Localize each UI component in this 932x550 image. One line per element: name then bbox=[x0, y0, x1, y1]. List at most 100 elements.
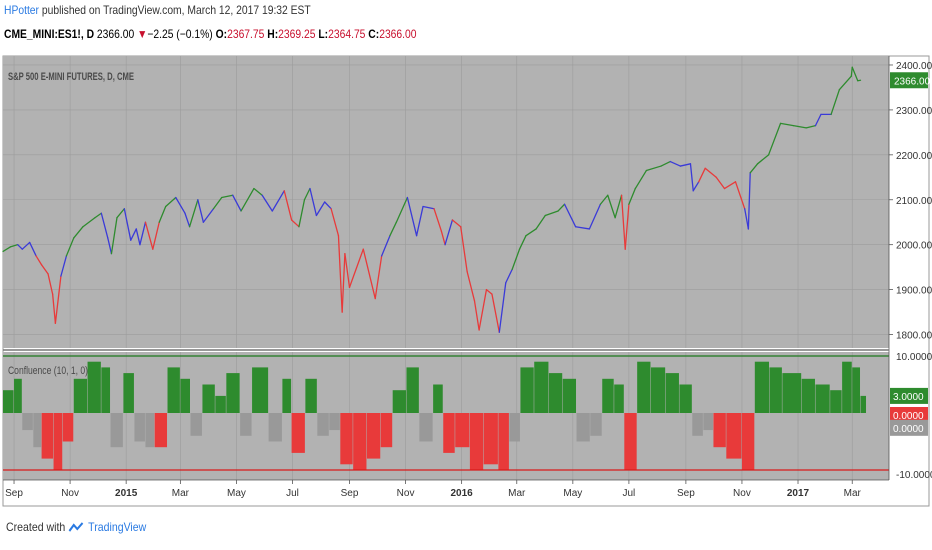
price-segment bbox=[165, 196, 177, 208]
price-segment bbox=[814, 113, 822, 127]
confluence-bar bbox=[713, 413, 726, 448]
price-segment bbox=[779, 122, 795, 127]
confluence-bar bbox=[443, 413, 455, 453]
price-segment bbox=[557, 203, 566, 212]
price-segment bbox=[232, 194, 242, 212]
price-segment bbox=[139, 221, 147, 246]
price-segment bbox=[574, 226, 591, 230]
confluence-bar bbox=[366, 413, 381, 459]
indicator-value-marker bbox=[890, 387, 928, 404]
confluence-bar bbox=[860, 395, 867, 413]
price-segment bbox=[51, 293, 57, 324]
price-segment bbox=[669, 160, 682, 167]
confluence-bar bbox=[110, 413, 123, 448]
confluence-bar bbox=[240, 413, 252, 436]
published-text: published on TradingView.com, March 12, … bbox=[38, 3, 311, 17]
confluence-bar bbox=[637, 361, 651, 413]
confluence-bar bbox=[33, 413, 42, 448]
confluence-bar bbox=[692, 413, 703, 436]
indicator-value-label: 3.0000 bbox=[893, 392, 924, 403]
price-segment bbox=[607, 194, 616, 219]
price-segment bbox=[298, 199, 306, 228]
confluence-bar bbox=[180, 378, 190, 413]
price-segment bbox=[466, 270, 476, 302]
price-segment bbox=[253, 187, 263, 196]
publication-line: HPotter published on TradingView.com, Ma… bbox=[4, 3, 311, 17]
created-with-label: Created with bbox=[6, 520, 66, 534]
confluence-bar bbox=[380, 413, 393, 448]
price-gridlines bbox=[3, 56, 889, 348]
confluence-bar bbox=[215, 395, 226, 413]
price-segment bbox=[395, 196, 409, 223]
price-segment bbox=[491, 293, 500, 333]
price-segment bbox=[17, 244, 23, 250]
confluence-bar bbox=[329, 413, 340, 431]
price-segment bbox=[744, 208, 750, 230]
confluence-bar bbox=[782, 373, 802, 413]
confluence-bar bbox=[392, 390, 406, 413]
author-link[interactable]: HPotter bbox=[4, 3, 39, 17]
confluence-bar bbox=[22, 413, 33, 431]
confluence-bar bbox=[469, 413, 484, 470]
price-segment bbox=[689, 163, 694, 192]
price-segment bbox=[563, 203, 577, 228]
confluence-bar bbox=[483, 413, 498, 465]
price-segment bbox=[341, 253, 346, 313]
confluence-bar bbox=[419, 413, 433, 442]
price-axis[interactable]: 2400.00 2300.00 2200.00 2100.00 2000.00 1900.… bbox=[888, 56, 932, 480]
price-segment bbox=[130, 228, 137, 241]
confluence-bar bbox=[406, 367, 419, 413]
price-segment bbox=[679, 163, 692, 167]
tradingview-brand[interactable]: TradingView bbox=[88, 520, 147, 534]
confluence-bar bbox=[726, 413, 742, 459]
confluence-bar bbox=[769, 367, 782, 413]
confluence-bar bbox=[87, 361, 101, 413]
confluence-bar bbox=[145, 413, 155, 448]
price-segment bbox=[309, 187, 318, 217]
price-segment bbox=[94, 212, 102, 219]
confluence-bar bbox=[455, 413, 470, 448]
price-segment bbox=[212, 196, 223, 210]
confluence-bar bbox=[602, 378, 614, 413]
indicator-tick-label: -10.0000 bbox=[896, 470, 932, 481]
price-pane-background bbox=[3, 56, 889, 348]
price-segment bbox=[261, 194, 273, 212]
price-segment bbox=[460, 226, 468, 273]
price-segment bbox=[100, 212, 109, 239]
confluence-bar bbox=[123, 373, 134, 413]
confluence-bar bbox=[353, 413, 367, 470]
price-segment bbox=[389, 221, 398, 237]
last-price: 2366.00 bbox=[96, 27, 135, 41]
time-tick-label: Nov bbox=[733, 488, 751, 499]
price-segment bbox=[535, 214, 546, 230]
time-axis[interactable]: Sep Nov 2015 Mar May Jul Sep Nov 2016 Mar May Jul Se… bbox=[3, 349, 889, 499]
confluence-bar bbox=[650, 367, 666, 413]
confluence-bar bbox=[101, 367, 111, 413]
price-segment bbox=[749, 163, 759, 174]
last-price-label: 2366.00 bbox=[894, 76, 931, 87]
price-segment bbox=[9, 244, 19, 248]
price-tick-label: 2100.00 bbox=[896, 196, 932, 207]
confluence-bar bbox=[53, 413, 63, 470]
price-segment bbox=[202, 208, 215, 223]
price-tick-label: 2200.00 bbox=[896, 151, 932, 162]
price-segment bbox=[505, 268, 513, 284]
price-segment bbox=[485, 288, 493, 295]
indicator-value-label: 0.0000 bbox=[893, 411, 924, 422]
price-segment bbox=[478, 288, 488, 331]
price-segment bbox=[54, 275, 62, 324]
confluence-bar bbox=[754, 361, 770, 413]
indicator-axis[interactable]: 10.0000 -10.0000 3.0000 0.0000 0.0000 bbox=[890, 352, 932, 481]
price-segment bbox=[792, 124, 807, 129]
low-value: 2364.75 bbox=[328, 27, 366, 41]
indicator-tick-label: 10.0000 bbox=[896, 352, 932, 363]
confluence-levels bbox=[3, 355, 889, 471]
high-value: 2369.25 bbox=[278, 27, 316, 41]
price-segment bbox=[692, 181, 700, 192]
price-segment bbox=[271, 190, 285, 212]
confluence-bar bbox=[614, 384, 624, 413]
confluence-bar bbox=[679, 384, 692, 413]
price-segment bbox=[381, 235, 391, 257]
symbol-label: CME_MINI:ES1!, D bbox=[4, 27, 95, 41]
